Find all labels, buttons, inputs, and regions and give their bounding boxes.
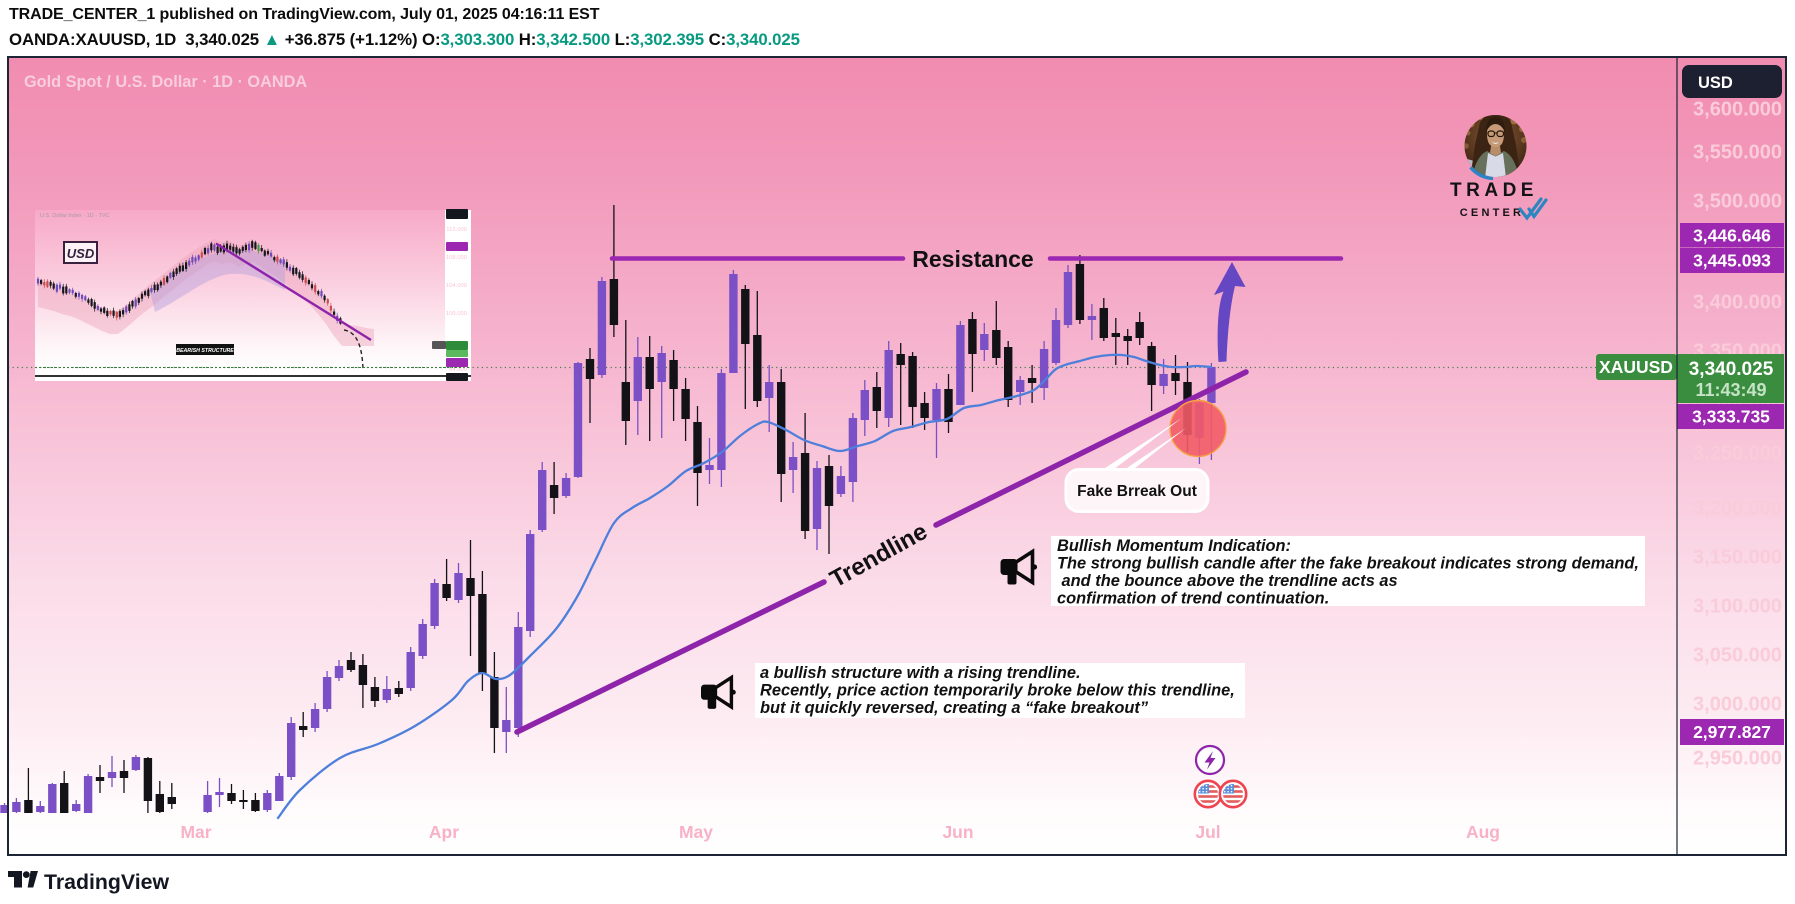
svg-text:USD: USD (1698, 74, 1733, 92)
svg-text:TRADE: TRADE (1450, 180, 1538, 201)
svg-text:CENTER: CENTER (1460, 207, 1524, 219)
svg-text:Gold Spot / U.S. Dollar · 1D ·: Gold Spot / U.S. Dollar · 1D · OANDA (24, 73, 307, 91)
svg-text:Mar: Mar (180, 822, 211, 842)
svg-text:2,977.827: 2,977.827 (1693, 722, 1771, 742)
svg-text:Bullish Momentum Indication:: Bullish Momentum Indication: (1057, 537, 1291, 555)
svg-text:11:43:49: 11:43:49 (1695, 380, 1766, 400)
svg-text:confirmation of trend continua: confirmation of trend continuation. (1057, 590, 1329, 608)
svg-text:112.000: 112.000 (446, 227, 467, 233)
svg-text:Resistance: Resistance (912, 246, 1033, 272)
svg-text:Recently, price action tempora: Recently, price action temporarily broke… (760, 682, 1235, 700)
svg-text:2,950.000: 2,950.000 (1693, 748, 1782, 770)
svg-text:U.S. Dollar Index · 1D · TVC: U.S. Dollar Index · 1D · TVC (40, 213, 109, 219)
svg-text:94.000: 94.000 (449, 367, 468, 373)
svg-text:3,333.735: 3,333.735 (1692, 407, 1770, 427)
svg-text:but it quickly reversed, creat: but it quickly reversed, creating a “fak… (760, 699, 1149, 717)
svg-text:108.000: 108.000 (446, 255, 468, 261)
svg-text:USD: USD (67, 246, 95, 261)
svg-text:TradingView: TradingView (44, 870, 169, 894)
svg-text:May: May (679, 822, 713, 842)
svg-text:3,150.000: 3,150.000 (1693, 547, 1782, 569)
svg-text:3,445.093: 3,445.093 (1693, 251, 1771, 271)
svg-text:Fake Brreak Out: Fake Brreak Out (1077, 483, 1197, 500)
svg-text:3,600.000: 3,600.000 (1693, 99, 1782, 121)
svg-text:3,340.025: 3,340.025 (1689, 359, 1774, 380)
svg-text:BEARISH STRUCTURE: BEARISH STRUCTURE (176, 348, 234, 354)
svg-text:3,250.000: 3,250.000 (1693, 443, 1782, 465)
svg-text:3,200.000: 3,200.000 (1693, 498, 1782, 520)
svg-text:XAUUSD: XAUUSD (1599, 357, 1673, 377)
svg-text:and the bounce above the trend: and the bounce above the trendline acts … (1057, 572, 1398, 590)
svg-text:3,550.000: 3,550.000 (1693, 142, 1782, 164)
svg-text:The strong bullish candle afte: The strong bullish candle after the fake… (1057, 555, 1639, 573)
svg-text:100.000: 100.000 (446, 311, 468, 317)
svg-text:3,500.000: 3,500.000 (1693, 191, 1782, 213)
svg-text:3,446.646: 3,446.646 (1693, 225, 1771, 245)
svg-text:3,050.000: 3,050.000 (1693, 645, 1782, 667)
svg-text:Aug: Aug (1466, 822, 1500, 842)
svg-text:Apr: Apr (429, 822, 459, 842)
svg-text:104.000: 104.000 (446, 283, 468, 289)
svg-text:3,100.000: 3,100.000 (1693, 596, 1782, 618)
svg-text:3,400.000: 3,400.000 (1693, 292, 1782, 314)
svg-text:Jul: Jul (1195, 822, 1220, 842)
svg-text:a bullish structure with a ris: a bullish structure with a rising trendl… (760, 664, 1081, 682)
svg-text:Jun: Jun (942, 822, 973, 842)
svg-text:3,000.000: 3,000.000 (1693, 694, 1782, 716)
